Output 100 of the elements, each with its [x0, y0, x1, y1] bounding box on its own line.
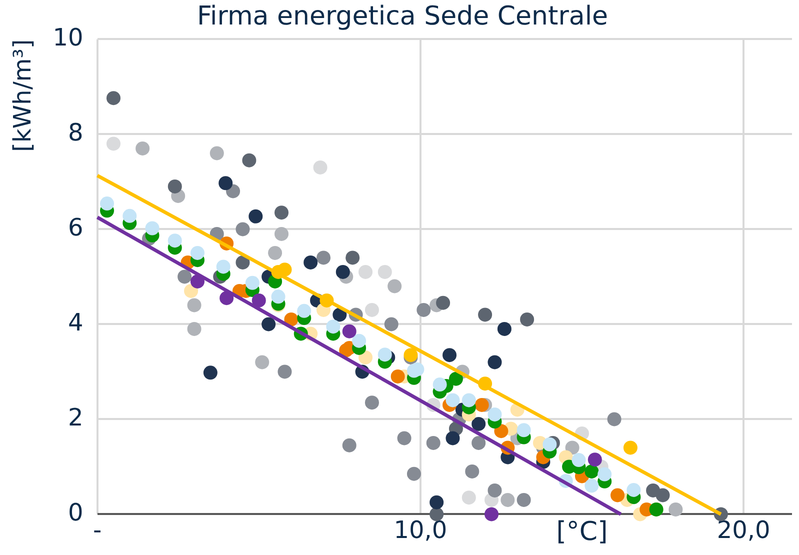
point: [326, 320, 340, 334]
point: [187, 322, 202, 336]
point: [364, 396, 379, 410]
point: [488, 407, 502, 422]
point: [565, 440, 580, 455]
point: [187, 298, 202, 312]
x-tick-label: 10,0: [394, 516, 448, 544]
point: [168, 234, 182, 248]
point: [358, 264, 373, 279]
y-tick-label: 2: [68, 403, 84, 432]
point: [426, 436, 440, 450]
point: [462, 393, 476, 408]
point: [474, 398, 489, 412]
point: [378, 264, 392, 279]
point: [255, 355, 270, 370]
point: [484, 507, 499, 522]
point: [472, 436, 486, 450]
point: [497, 322, 512, 336]
point: [242, 153, 256, 168]
point: [623, 440, 638, 455]
point: [358, 350, 373, 364]
x-axis-title: [°C]: [556, 516, 608, 547]
point: [430, 495, 444, 510]
point: [216, 260, 230, 274]
point: [262, 317, 276, 332]
point: [520, 312, 534, 326]
point: [297, 304, 312, 318]
point: [252, 293, 266, 308]
point: [542, 437, 557, 452]
point: [178, 270, 192, 284]
point: [442, 348, 457, 362]
point: [316, 250, 331, 265]
point: [416, 302, 431, 317]
point: [406, 466, 421, 481]
point: [465, 464, 480, 478]
point: [462, 490, 476, 505]
point: [500, 492, 515, 507]
point: [364, 302, 379, 317]
point: [248, 209, 263, 224]
point: [313, 160, 328, 174]
point: [136, 141, 150, 156]
point: [210, 146, 224, 160]
point: [378, 348, 392, 362]
point: [271, 290, 286, 304]
point: [236, 222, 250, 236]
point: [626, 482, 641, 497]
point: [516, 492, 531, 507]
point: [106, 91, 120, 106]
point: [598, 467, 612, 482]
y-axis-title: [kWh/m³]: [8, 39, 37, 152]
point: [278, 364, 292, 379]
point: [342, 438, 356, 452]
point: [190, 246, 204, 260]
point: [342, 324, 356, 338]
point: [122, 208, 137, 223]
point: [610, 488, 625, 502]
point: [446, 431, 460, 446]
x-tick-label: -: [93, 516, 102, 544]
chart-title: Firma energetica Sede Centrale: [196, 1, 608, 32]
point: [168, 179, 182, 194]
point: [516, 423, 531, 438]
point: [584, 464, 599, 478]
point: [668, 502, 683, 516]
y-tick-label: 0: [68, 498, 84, 526]
point: [488, 355, 502, 370]
point: [472, 416, 486, 431]
point: [336, 264, 350, 279]
point: [446, 393, 460, 408]
point: [352, 334, 366, 348]
point: [448, 372, 463, 386]
point: [278, 262, 292, 277]
point: [346, 250, 360, 265]
point: [584, 478, 599, 493]
point: [646, 483, 660, 498]
x-tick-label: 20,0: [716, 516, 770, 544]
y-tick-label: 4: [68, 308, 84, 336]
point: [100, 196, 114, 211]
y-tick-label: 10: [52, 23, 84, 52]
point: [236, 255, 250, 270]
point: [388, 279, 402, 294]
point: [220, 291, 234, 306]
point: [384, 317, 398, 332]
point: [432, 378, 447, 392]
point: [274, 206, 289, 220]
point: [607, 412, 622, 426]
point: [304, 255, 318, 270]
y-tick-label: 8: [68, 118, 84, 146]
point: [478, 308, 492, 322]
point: [268, 246, 282, 260]
point: [390, 369, 405, 384]
point: [397, 431, 412, 446]
point: [572, 453, 586, 468]
point: [274, 226, 289, 241]
point: [145, 221, 160, 236]
point: [203, 366, 218, 380]
point: [245, 276, 260, 290]
point: [184, 284, 198, 298]
point: [106, 136, 120, 151]
y-tick-label: 6: [68, 213, 84, 242]
point: [488, 483, 502, 498]
